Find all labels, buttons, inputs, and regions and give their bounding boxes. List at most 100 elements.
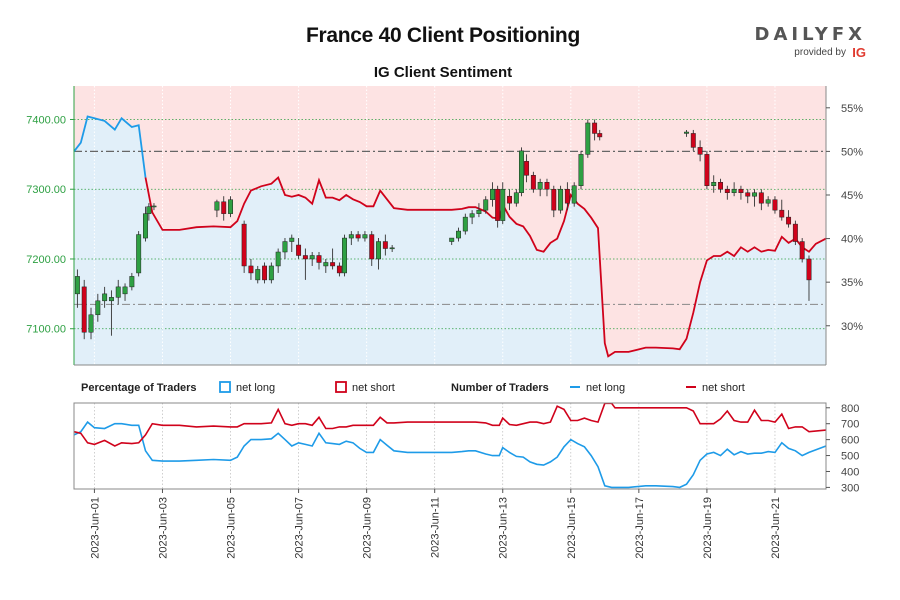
candle-body — [115, 286, 121, 298]
candle-body — [507, 195, 513, 204]
net-short-zone — [74, 86, 826, 357]
price-candle — [597, 129, 603, 141]
price-candle — [95, 293, 101, 322]
price-candle — [711, 175, 717, 193]
price-tick-label: 7300.00 — [26, 184, 66, 196]
price-candle — [282, 238, 288, 259]
candle-body — [558, 188, 564, 211]
legend-net-long-label: net long — [236, 382, 275, 394]
price-candle — [537, 178, 543, 197]
price-candle — [786, 210, 792, 228]
candle-body — [355, 234, 361, 239]
price-candle — [296, 238, 302, 259]
price-candle — [262, 262, 268, 284]
price-candle — [122, 283, 128, 301]
candle-body — [456, 230, 461, 239]
candle-body — [323, 262, 329, 267]
price-candle — [151, 203, 157, 211]
candle-body — [316, 255, 322, 263]
candle-body — [704, 154, 710, 186]
candle-body — [221, 201, 227, 214]
price-candle — [752, 189, 758, 207]
candle-body — [799, 241, 805, 260]
price-candle — [724, 185, 730, 200]
candle-body — [524, 161, 530, 176]
candle-body — [585, 122, 591, 155]
price-candle — [362, 231, 368, 242]
date-tick-label: 2023-Jun-07 — [294, 497, 306, 559]
chart-title: France 40 Client Positioning — [306, 24, 580, 47]
legend-net-long-box — [219, 381, 231, 393]
candle-body — [537, 182, 543, 190]
candle-body — [779, 209, 785, 218]
traders-tick-label: 300 — [841, 482, 859, 494]
candle-body — [302, 255, 308, 260]
ig-logo: IG — [852, 45, 866, 60]
price-candle — [336, 262, 342, 277]
price-candle — [544, 178, 550, 197]
candle-body — [483, 199, 489, 211]
price-candle — [530, 171, 536, 193]
price-candle — [81, 279, 87, 340]
price-candle — [718, 178, 723, 193]
legend-number-title: Number of Traders — [451, 382, 549, 394]
price-candle — [275, 248, 281, 273]
price-candle — [330, 248, 336, 270]
candle-body — [369, 234, 375, 260]
candle-body — [102, 293, 108, 302]
candle-body — [758, 192, 764, 204]
traders-tick-label: 800 — [841, 403, 859, 415]
price-candle — [449, 237, 455, 246]
candle-body — [772, 199, 778, 211]
candle-body — [718, 182, 723, 190]
price-candle — [342, 234, 347, 277]
lower-panel: 300 400 500 600 700 800 — [73, 402, 859, 494]
candle-body — [282, 241, 288, 253]
price-candle — [684, 129, 689, 137]
candle-body — [806, 258, 812, 281]
net-short-sentiment-line — [144, 175, 827, 358]
candle-body — [268, 265, 274, 281]
price-candle — [309, 252, 315, 266]
price-candle — [551, 185, 557, 218]
price-candle — [524, 154, 530, 183]
date-tick-label: 2023-Jun-19 — [702, 497, 714, 559]
price-tick-label: 7400.00 — [26, 114, 66, 126]
sentiment-tick-label: 40% — [841, 234, 863, 246]
candle-body — [449, 237, 455, 242]
logo-tagline: provided by — [794, 47, 846, 58]
sentiment-tick-label: 55% — [841, 103, 863, 115]
price-candle — [228, 196, 233, 218]
sentiment-tick-label: 30% — [841, 321, 863, 333]
price-candle — [592, 119, 598, 141]
price-candle — [115, 279, 121, 305]
candle-body — [108, 297, 114, 302]
price-candle — [369, 231, 375, 266]
price-candle — [469, 210, 475, 225]
price-candle — [490, 182, 495, 207]
candle-body — [122, 286, 128, 295]
legend-net-short-label: net short — [352, 382, 395, 394]
date-tick-label: 2023-Jun-17 — [634, 497, 646, 559]
candle-body — [228, 199, 233, 214]
sentiment-tick-label: 45% — [841, 190, 863, 202]
candle-body — [571, 185, 577, 204]
candle-body — [88, 314, 94, 333]
candle-body — [738, 188, 744, 193]
candle-body — [342, 237, 347, 274]
price-candle — [268, 262, 274, 284]
candle-body — [786, 216, 792, 225]
candle-body — [81, 286, 87, 333]
traders-tick-label: 500 — [841, 451, 859, 463]
candle-body — [765, 199, 771, 204]
price-candle — [745, 189, 751, 204]
price-candle — [302, 248, 308, 280]
candle-body — [309, 255, 315, 260]
price-candle — [221, 196, 227, 221]
sentiment-tick-label: 50% — [841, 146, 863, 158]
candle-body — [530, 175, 536, 190]
candle-body — [151, 205, 157, 208]
date-tick-label: 2023-Jun-15 — [566, 497, 578, 559]
price-candle — [731, 182, 737, 197]
price-candle — [476, 203, 482, 218]
